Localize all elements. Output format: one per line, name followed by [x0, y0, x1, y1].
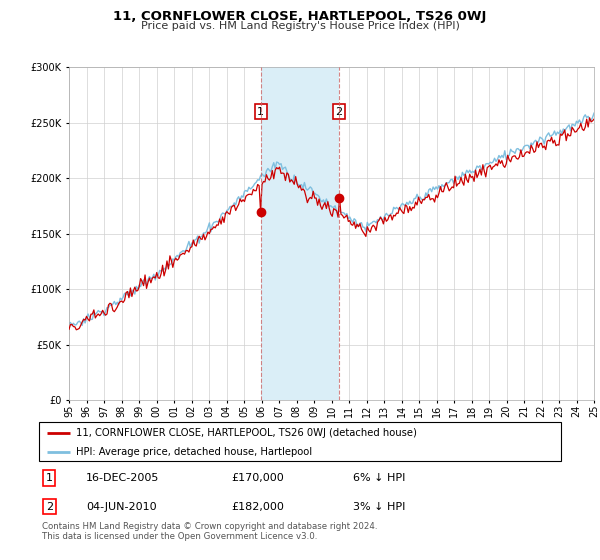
Text: 2: 2 [46, 502, 53, 512]
Text: 1: 1 [46, 473, 53, 483]
Text: 11, CORNFLOWER CLOSE, HARTLEPOOL, TS26 0WJ (detached house): 11, CORNFLOWER CLOSE, HARTLEPOOL, TS26 0… [76, 428, 416, 438]
Text: 6% ↓ HPI: 6% ↓ HPI [353, 473, 405, 483]
Text: 1: 1 [257, 106, 265, 116]
Bar [261, 67, 339, 400]
Text: £182,000: £182,000 [232, 502, 284, 512]
Text: £170,000: £170,000 [232, 473, 284, 483]
Text: Price paid vs. HM Land Registry's House Price Index (HPI): Price paid vs. HM Land Registry's House … [140, 21, 460, 31]
Text: HPI: Average price, detached house, Hartlepool: HPI: Average price, detached house, Hart… [76, 447, 312, 457]
FancyBboxPatch shape [38, 422, 562, 461]
Text: 11, CORNFLOWER CLOSE, HARTLEPOOL, TS26 0WJ: 11, CORNFLOWER CLOSE, HARTLEPOOL, TS26 0… [113, 10, 487, 23]
Text: 16-DEC-2005: 16-DEC-2005 [86, 473, 160, 483]
Text: 2: 2 [335, 106, 343, 116]
Text: Contains HM Land Registry data © Crown copyright and database right 2024.
This d: Contains HM Land Registry data © Crown c… [42, 522, 377, 542]
Text: 3% ↓ HPI: 3% ↓ HPI [353, 502, 405, 512]
Text: 04-JUN-2010: 04-JUN-2010 [86, 502, 157, 512]
